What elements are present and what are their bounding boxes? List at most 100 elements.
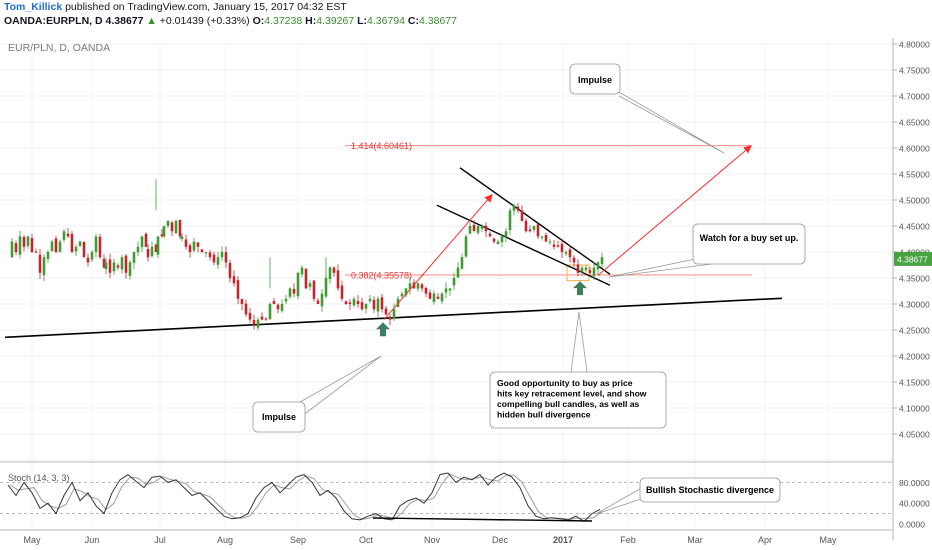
candle-body <box>94 236 98 253</box>
time-tick-label: May <box>23 535 41 545</box>
candle-body <box>572 257 576 263</box>
candle-body <box>256 319 260 328</box>
author-link[interactable]: Tom_Killick <box>4 1 63 13</box>
candle-body <box>284 298 288 302</box>
impulse-marker-arrow <box>376 322 390 337</box>
impulse-top-box <box>569 63 621 95</box>
candle-body <box>154 244 158 252</box>
time-tick-label: Mar <box>687 535 703 545</box>
candle-body <box>468 226 472 234</box>
candle-body <box>344 301 348 304</box>
candle-body <box>348 302 352 304</box>
time-tick-label: Feb <box>620 535 636 545</box>
price-tick-label: 4.70000 <box>899 92 930 102</box>
price-tick-label: 4.10000 <box>899 404 930 414</box>
candle-body <box>220 252 224 258</box>
candle-body <box>352 298 356 306</box>
candle-body <box>380 297 384 310</box>
time-tick-label: Nov <box>424 535 441 545</box>
candle-body <box>376 298 380 312</box>
candles <box>10 179 604 331</box>
candle-body <box>136 246 140 253</box>
price-tick-label: 4.05000 <box>899 430 930 440</box>
price-chart[interactable]: 1.414(4.60461) 0.382(4.35578) Stoch (14, … <box>0 30 932 550</box>
candle-body <box>228 262 232 278</box>
candle-body <box>268 304 272 320</box>
candle-body <box>124 255 128 273</box>
candle-body <box>508 210 512 231</box>
candle-body <box>336 270 340 289</box>
candle-body <box>144 233 148 247</box>
candle-body <box>408 283 412 290</box>
candle-body <box>588 270 592 273</box>
low-label: L: <box>357 15 368 27</box>
price-tick-label: 4.65000 <box>899 118 930 128</box>
time-tick-label: Jul <box>154 535 166 545</box>
candle-body <box>372 299 376 310</box>
candle-body <box>556 245 560 247</box>
callouts: Impulse Watch for a buy set up. Impulse Goo… <box>252 63 806 515</box>
candle-body <box>104 262 108 270</box>
candle-body <box>368 298 372 302</box>
impulse-bottom-text: Impulse <box>262 412 296 422</box>
stoch-divergence-box <box>639 477 781 503</box>
candle-body <box>248 312 252 320</box>
candle-body <box>580 267 584 273</box>
candle-body <box>564 252 568 254</box>
candle-body <box>140 236 144 247</box>
stoch-tick-label: 80.0000 <box>899 478 930 488</box>
time-tick-label: Jun <box>85 535 100 545</box>
candle-body <box>18 236 22 255</box>
candle-body <box>404 288 408 296</box>
impulse-bottom-leader <box>292 355 382 417</box>
price-tick-label: 4.25000 <box>899 326 930 336</box>
time-tick-label: Apr <box>758 535 772 545</box>
candle-body <box>224 252 228 263</box>
candle-body <box>30 238 34 252</box>
candle-body <box>34 251 38 253</box>
time-tick-label: May <box>819 535 837 545</box>
price-tick-label: 4.75000 <box>899 66 930 76</box>
candle-body <box>332 267 336 273</box>
projection-arrow <box>597 145 752 276</box>
candle-body <box>400 293 404 297</box>
candle-body <box>540 236 544 238</box>
candle-body <box>58 241 62 252</box>
time-tick-label: Aug <box>217 535 233 545</box>
stoch-divergence-text: Bullish Stochastic divergence <box>646 485 774 495</box>
time-tick-label: 2017 <box>553 535 573 545</box>
candle-body <box>416 283 420 289</box>
candle-body <box>464 236 468 257</box>
candle-body <box>320 293 324 307</box>
candle-body <box>308 283 312 287</box>
candle-body <box>496 241 500 245</box>
candle-body <box>520 210 524 221</box>
candle-body <box>316 300 320 304</box>
current-price-badge <box>894 251 932 266</box>
candle-body <box>596 262 600 270</box>
price-tick-label: 4.30000 <box>899 300 930 310</box>
candle-body <box>392 309 396 319</box>
candle-body <box>476 226 480 233</box>
candle-body <box>428 292 432 299</box>
candle-body <box>170 222 174 232</box>
good-opportunity-text: Good opportunity to buy as price hits key… <box>497 378 647 420</box>
good-opportunity-leader <box>570 311 588 373</box>
candle-body <box>82 241 86 258</box>
candle-body <box>440 293 444 302</box>
candle-body <box>200 249 204 252</box>
candle-body <box>576 264 580 273</box>
candle-body <box>54 238 58 252</box>
last-price: 4.38677 <box>105 15 144 27</box>
candle-body <box>524 220 528 232</box>
candle-body <box>156 236 160 255</box>
candle-body <box>196 242 200 247</box>
candle-body <box>288 288 292 297</box>
stoch-label: Stoch (14, 3, 3) <box>8 473 70 483</box>
stoch-tick-label: 0.0000 <box>899 520 925 530</box>
candle-body <box>264 318 268 320</box>
time-tick-label: Dec <box>492 535 509 545</box>
candle-body <box>216 257 220 265</box>
low-value: 4.36794 <box>367 15 405 27</box>
candle-body <box>108 259 112 273</box>
